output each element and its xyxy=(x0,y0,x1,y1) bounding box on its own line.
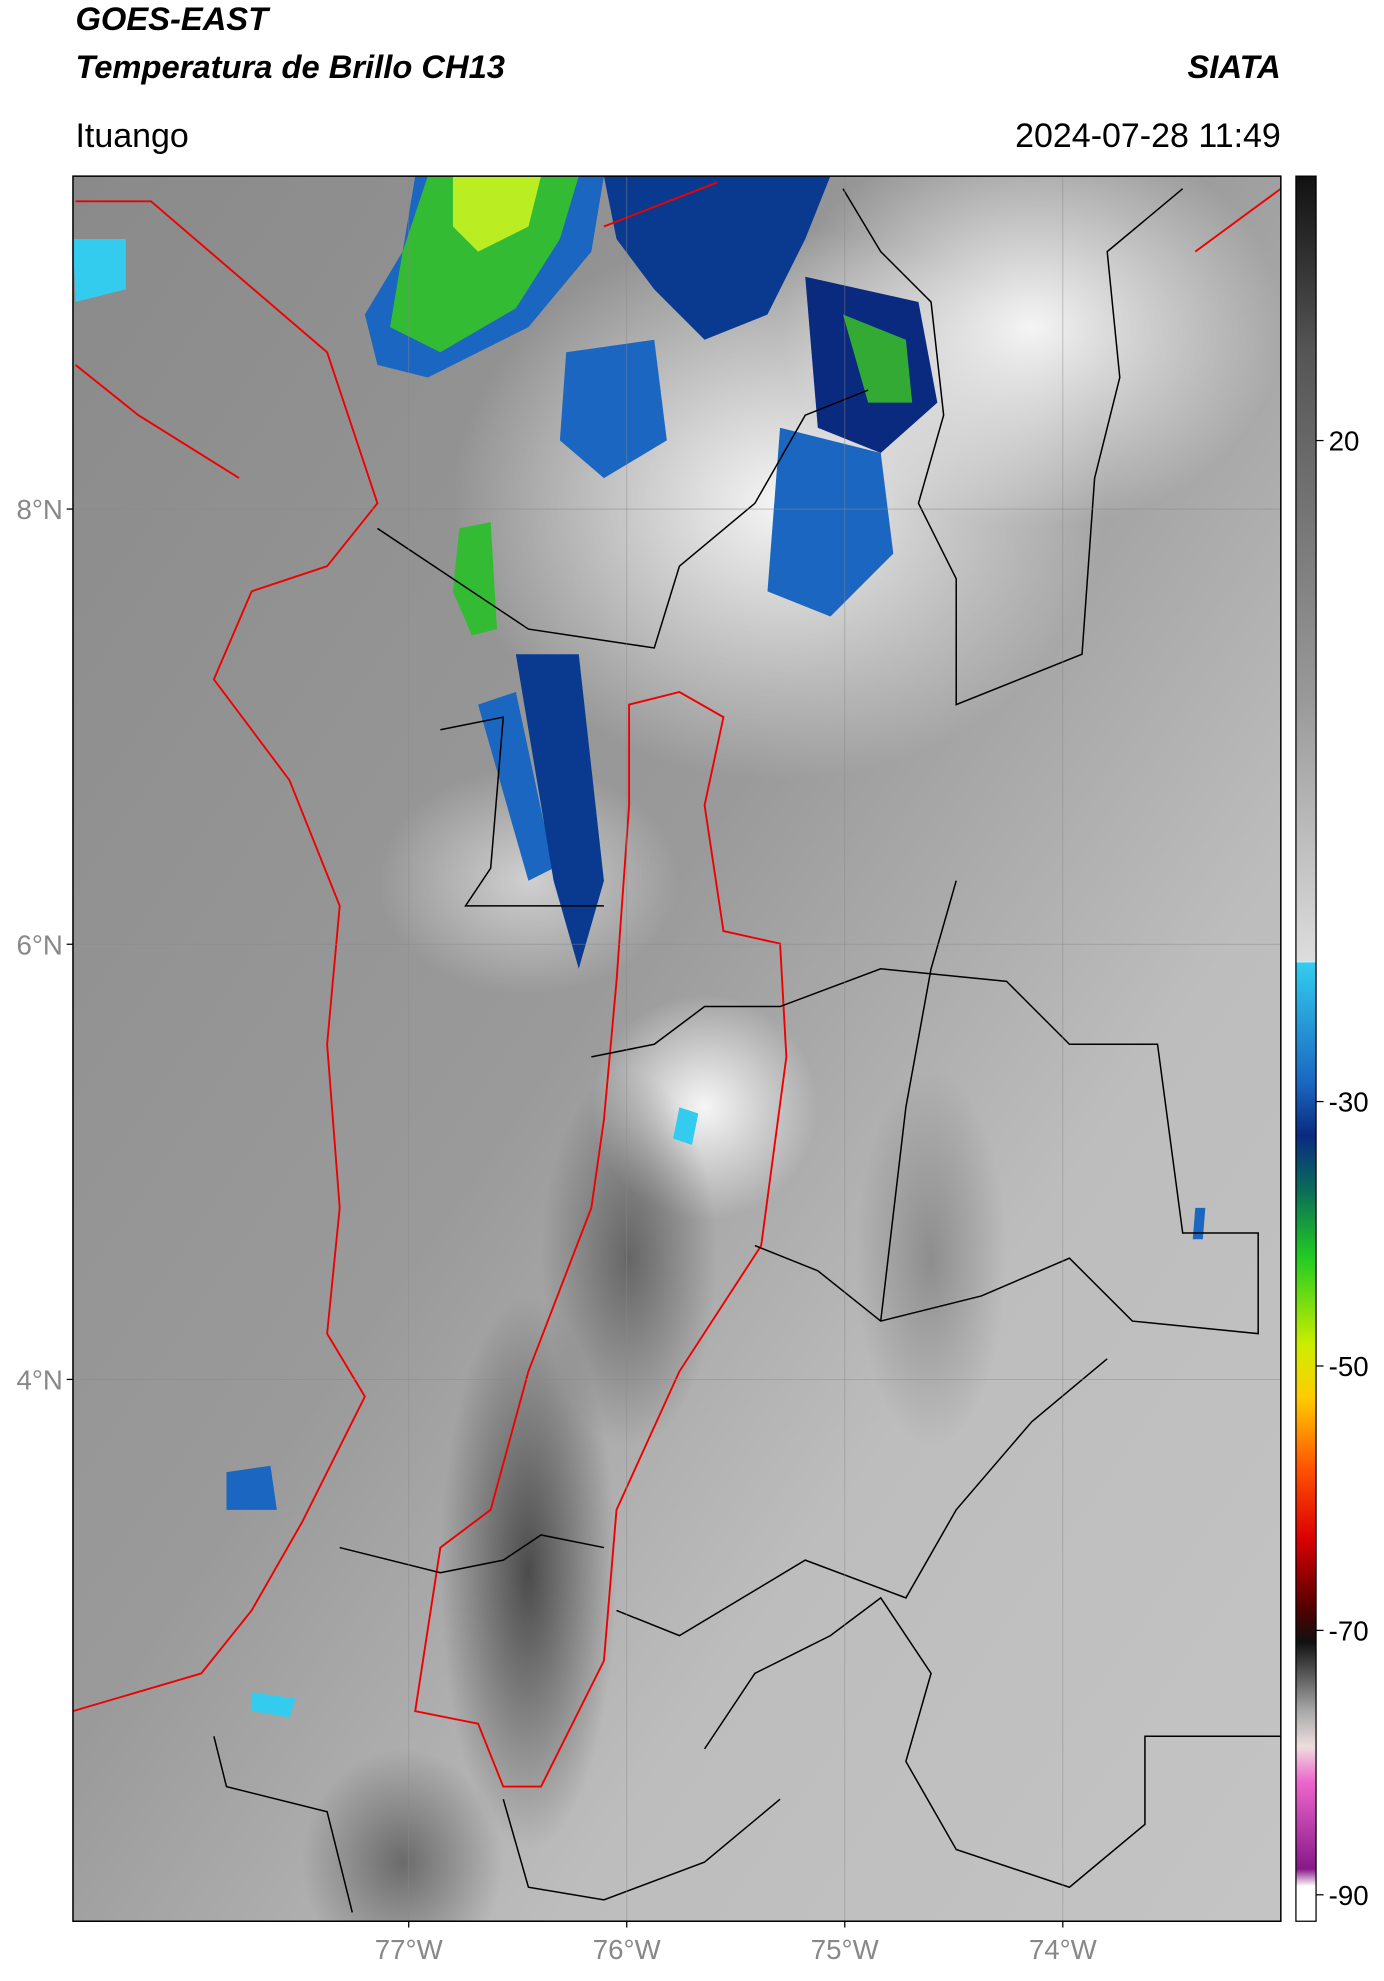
lon-label: 77°W xyxy=(375,1934,444,1965)
lat-label: 8°N xyxy=(16,494,62,525)
colorbar-label: -30 xyxy=(1329,1087,1369,1118)
colorbar xyxy=(1295,175,1317,1922)
lon-label: 74°W xyxy=(1029,1934,1098,1965)
title-line1: GOES-EAST xyxy=(75,0,271,37)
lat-label: 4°N xyxy=(16,1364,62,1395)
lon-label: 76°W xyxy=(593,1934,662,1965)
location: Ituango xyxy=(75,117,188,155)
grid xyxy=(72,176,1281,1922)
colorbar-label: -50 xyxy=(1329,1351,1369,1382)
datetime: 2024-07-28 11:49 xyxy=(1015,117,1281,155)
organization: SIATA xyxy=(1188,48,1281,85)
map-frame xyxy=(72,175,1282,1922)
lon-label: 75°W xyxy=(811,1934,880,1965)
colorbar-label: -70 xyxy=(1329,1615,1369,1646)
title-line2: Temperatura de Brillo CH13 xyxy=(75,48,505,85)
colorbar-label: 20 xyxy=(1329,426,1360,457)
lat-label: 6°N xyxy=(16,929,62,960)
colorbar-label: -90 xyxy=(1329,1880,1369,1911)
map-image xyxy=(72,176,1281,1922)
